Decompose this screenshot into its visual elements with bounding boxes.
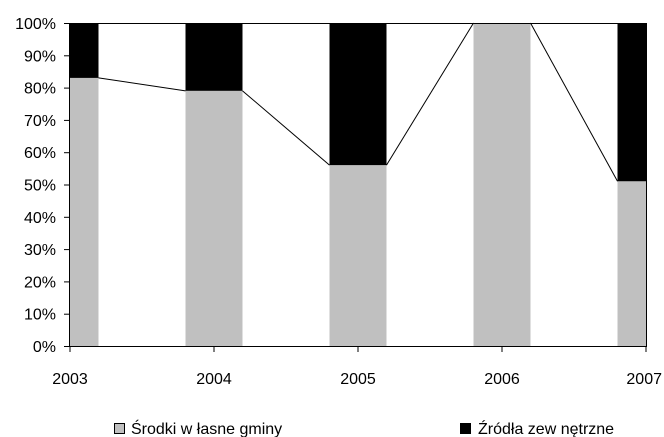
legend-swatch [114,423,125,434]
bar-segment-srodki-wlasne-2006 [473,23,531,346]
legend: Środki w łasne gminy Źródła zew nętrzne [114,419,614,437]
series-lines [98,22,618,182]
y-tick-label: 40% [24,210,56,227]
y-axis-ticks: 0% 10% 20% 30% 40% 50% 60% 70% 80% 90% 100% [15,16,69,356]
series-line-2006-2007 [530,22,618,182]
legend-item-zrodla-zewnetrzne: Źródła zew nętrzne [460,419,614,437]
x-axis-ticks: 2003 2004 2005 2006 2007 [52,346,662,388]
y-tick-label: 30% [24,242,56,259]
bar-segment-zrodla-zewnetrzne-2005 [329,23,387,166]
y-tick-label: 50% [24,178,56,195]
bar-segment-srodki-wlasne-2004 [185,90,243,346]
x-tick-label: 2004 [196,371,232,388]
y-tick-label: 0% [33,339,56,356]
series-line-2005-2006 [386,22,474,166]
bars [70,23,646,346]
legend-label: Źródła zew nętrzne [478,419,614,437]
bar-segment-srodki-wlasne-2007 [617,181,646,346]
y-tick-label: 90% [24,48,56,65]
y-tick-label: 70% [24,113,56,130]
bar-segment-zrodla-zewnetrzne-2003 [70,23,99,78]
bar-segment-zrodla-zewnetrzne-2004 [185,23,243,91]
y-tick-label: 100% [15,16,56,33]
bar-segment-zrodla-zewnetrzne-2007 [617,23,646,182]
series-line-2003-2004 [98,77,186,92]
legend-item-srodki-wlasne: Środki w łasne gminy [114,419,282,437]
x-tick-label: 2003 [52,371,88,388]
x-tick-label: 2006 [484,371,520,388]
legend-label: Środki w łasne gminy [131,419,282,437]
legend-swatch [460,423,471,434]
bar-segment-srodki-wlasne-2005 [329,165,387,346]
y-tick-label: 60% [24,145,56,162]
x-tick-label: 2007 [626,371,662,388]
x-tick-label: 2005 [340,371,376,388]
y-tick-label: 10% [24,307,56,324]
plot-area: 0%10%20%30%40%50%60%70%80%90%100% 2003 20… [15,16,662,388]
y-tick-label: 80% [24,81,56,98]
series-line-2004-2005 [242,90,330,166]
bar-segment-srodki-wlasne-2003 [70,77,99,346]
y-tick-label: 20% [24,274,56,291]
